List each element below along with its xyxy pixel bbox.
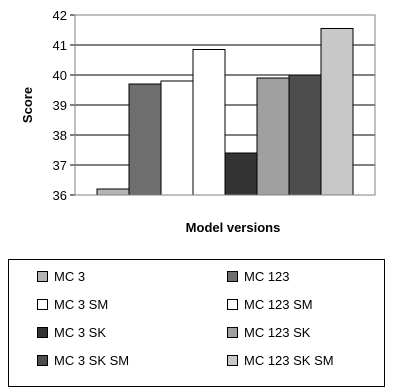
legend-label: MC 3 SK — [54, 324, 107, 340]
legend-item: MC 3 — [37, 268, 85, 284]
y-tick-label: 40 — [53, 68, 67, 83]
bar-mc-123-sk-sm — [320, 28, 354, 196]
legend-item: MC 3 SM — [37, 296, 108, 312]
legend-swatch — [227, 326, 238, 338]
legend-label: MC 123 SK SM — [244, 352, 334, 368]
bar-mc-3-sk-sm — [288, 74, 322, 196]
bars — [96, 28, 354, 196]
legend-item: MC 123 SK SM — [227, 352, 334, 368]
x-axis-title: Model versions — [186, 220, 281, 235]
bar-chart: 36 37 38 39 40 41 42 Score Model versions — [20, 8, 376, 235]
legend-swatch — [37, 354, 48, 366]
y-tick-label: 38 — [53, 128, 67, 143]
legend-item: MC 123 SM — [227, 296, 313, 312]
bar-mc-3-sk — [224, 152, 258, 196]
legend: MC 3 MC 123 MC 3 SM MC 123 SM MC 3 SK MC 123 … — [8, 259, 385, 387]
y-tick-label: 41 — [53, 38, 67, 53]
plot-area-frame — [74, 14, 376, 196]
legend-item: MC 123 SK — [227, 324, 310, 340]
legend-item: MC 3 SK — [37, 324, 106, 340]
y-tick-labels: 36 37 38 39 40 41 42 — [53, 8, 67, 203]
y-tick-label: 39 — [53, 98, 67, 113]
legend-swatch — [37, 326, 48, 338]
y-tick-label: 42 — [53, 8, 67, 23]
legend-label: MC 3 — [54, 268, 86, 284]
legend-swatch — [37, 270, 48, 282]
legend-swatch — [227, 270, 238, 282]
y-tick-label: 36 — [53, 188, 67, 203]
legend-label: MC 123 SK — [244, 324, 311, 340]
legend-label: MC 3 SM — [54, 296, 109, 312]
bar-mc-123 — [128, 83, 162, 196]
y-axis-title: Score — [20, 87, 35, 123]
bar-mc-123-sk — [256, 77, 290, 196]
bar-mc-123-sm — [192, 49, 226, 196]
bar-mc-3-sm — [160, 80, 194, 196]
y-tick-label: 37 — [53, 158, 67, 173]
bar-mc-3 — [96, 188, 130, 196]
legend-item: MC 123 — [227, 268, 290, 284]
legend-swatch — [37, 298, 48, 310]
legend-swatch — [227, 298, 238, 310]
legend-item: MC 3 SK SM — [37, 352, 129, 368]
legend-swatch — [227, 354, 238, 366]
legend-label: MC 3 SK SM — [54, 352, 130, 368]
legend-label: MC 123 SM — [244, 296, 313, 312]
legend-label: MC 123 — [244, 268, 290, 284]
